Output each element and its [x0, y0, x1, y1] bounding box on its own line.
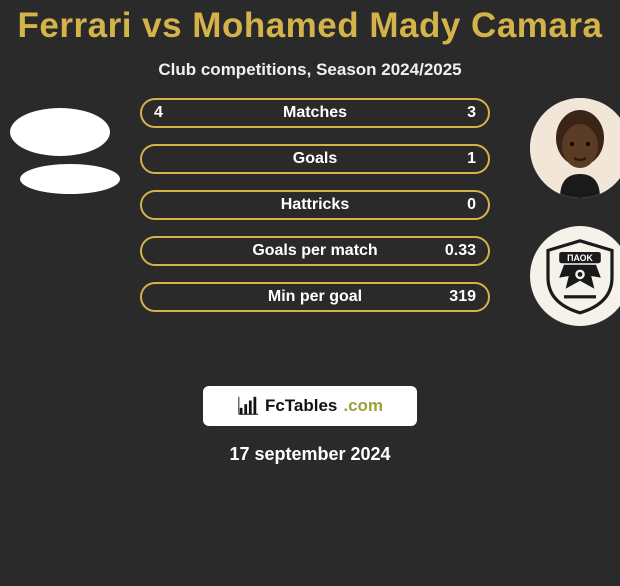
stat-right-value: 1 — [467, 150, 476, 168]
player-left-avatar — [10, 108, 110, 156]
comparison-stage: ΠΑΟΚ 4 Matches 3 Goals 1 Hattricks 0 Goa… — [0, 108, 620, 368]
stat-row-min-per-goal: Min per goal 319 — [140, 282, 490, 312]
stat-label: Goals per match — [252, 242, 377, 260]
stat-row-hattricks: Hattricks 0 — [140, 190, 490, 220]
stat-row-matches: 4 Matches 3 — [140, 98, 490, 128]
stat-left-value: 4 — [154, 104, 163, 122]
stat-label: Min per goal — [268, 288, 362, 306]
page-title: Ferrari vs Mohamed Mady Camara — [0, 6, 620, 46]
stat-row-goals-per-match: Goals per match 0.33 — [140, 236, 490, 266]
player-right-club-badge: ΠΑΟΚ — [530, 226, 620, 326]
brand-suffix: .com — [343, 396, 383, 416]
player-left-club-badge — [20, 164, 120, 194]
date-label: 17 september 2024 — [0, 444, 620, 465]
stat-row-goals: Goals 1 — [140, 144, 490, 174]
stat-label: Matches — [283, 104, 347, 122]
brand-name: FcTables — [265, 396, 337, 416]
stat-label: Goals — [293, 150, 337, 168]
stat-right-value: 319 — [449, 288, 476, 306]
brand-badge: FcTables .com — [203, 386, 417, 426]
stat-bars: 4 Matches 3 Goals 1 Hattricks 0 Goals pe… — [140, 98, 490, 328]
stat-label: Hattricks — [281, 196, 349, 214]
stat-right-value: 3 — [467, 104, 476, 122]
stat-right-value: 0.33 — [445, 242, 476, 260]
bar-chart-icon — [237, 395, 259, 417]
player-right-avatar — [530, 98, 620, 198]
subtitle: Club competitions, Season 2024/2025 — [0, 60, 620, 80]
svg-text:ΠΑΟΚ: ΠΑΟΚ — [567, 253, 593, 263]
stat-right-value: 0 — [467, 196, 476, 214]
